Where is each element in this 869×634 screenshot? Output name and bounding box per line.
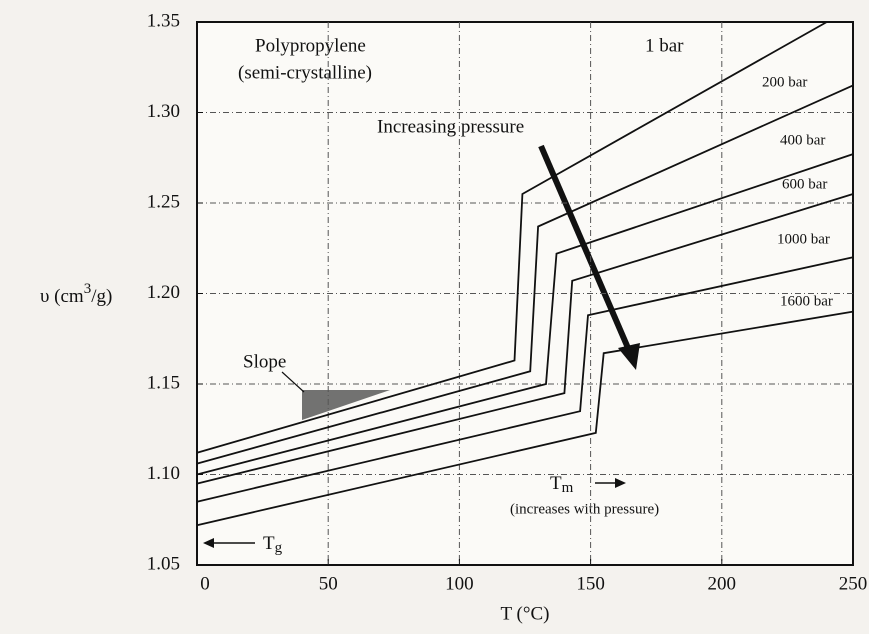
series-label: 400 bar xyxy=(780,132,825,148)
tg-main: T xyxy=(263,533,275,554)
slope-leader xyxy=(281,371,305,393)
x-tick-label: 250 xyxy=(839,573,868,594)
x-tick-label: 200 xyxy=(708,573,737,594)
tg-arrowhead xyxy=(203,538,214,548)
series-line xyxy=(196,256,854,503)
tg-label: Tg xyxy=(263,533,283,556)
y-tick-label: 1.25 xyxy=(147,191,180,212)
y-tick-label: 1.15 xyxy=(147,372,180,393)
series-line xyxy=(196,21,828,454)
y-label-main: υ (cm xyxy=(40,286,84,307)
series-label: 1 bar xyxy=(645,35,684,56)
series-label: 1600 bar xyxy=(780,293,833,309)
y-tick-label: 1.35 xyxy=(147,10,180,31)
slope-shading xyxy=(302,390,390,420)
material-sublabel: (semi-crystalline) xyxy=(238,62,372,83)
x-tick-label: 150 xyxy=(576,573,605,594)
series-label: 200 bar xyxy=(762,74,807,90)
pressure-label: Increasing pressure xyxy=(377,116,524,137)
tm-main: T xyxy=(550,473,562,494)
y-axis-label: υ (cm3/g) xyxy=(40,281,112,307)
series-line xyxy=(196,310,854,527)
x-tick-label: 50 xyxy=(319,573,338,594)
series-line xyxy=(196,193,854,485)
tm-note: (increases with pressure) xyxy=(510,501,659,517)
tm-arrowhead xyxy=(615,478,626,488)
y-tick-label: 1.30 xyxy=(147,101,180,122)
tg-sub: g xyxy=(275,540,283,556)
x-tick-label: 100 xyxy=(445,573,474,594)
series-line xyxy=(196,153,854,476)
tm-sub: m xyxy=(562,480,574,496)
y-tick-label: 1.10 xyxy=(147,463,180,484)
material-label: Polypropylene xyxy=(255,35,366,56)
x-tick-label: 0 xyxy=(200,573,210,594)
y-tick-label: 1.05 xyxy=(147,553,180,574)
y-tick-label: 1.20 xyxy=(147,282,180,303)
pressure-arrow xyxy=(538,144,631,350)
x-axis-label: T (°C) xyxy=(501,603,550,624)
series-label: 600 bar xyxy=(782,176,827,192)
series-label: 1000 bar xyxy=(777,231,830,247)
y-label-sup: 3 xyxy=(84,281,92,297)
y-label-end: /g) xyxy=(91,286,112,307)
slope-label: Slope xyxy=(243,351,286,372)
series-line xyxy=(196,84,854,465)
tm-label: Tm xyxy=(550,473,574,496)
